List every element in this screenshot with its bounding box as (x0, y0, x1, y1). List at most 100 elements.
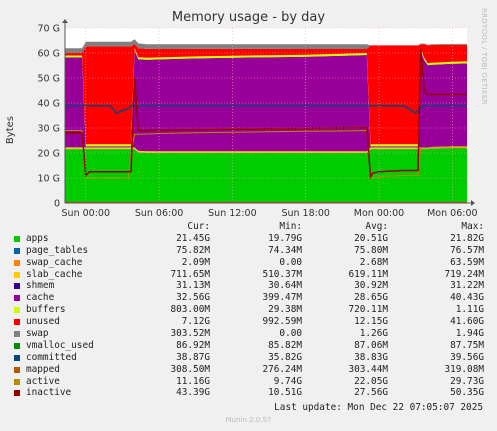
legend-swatch (14, 283, 20, 290)
y-tick-label: 30 G (38, 124, 60, 135)
legend-cur: 31.13M (176, 280, 210, 292)
legend-min: 0.00 (279, 328, 302, 340)
area-slab_cache (65, 146, 467, 153)
x-tick-label: Mon 06:00 (427, 208, 477, 219)
area-apps (65, 148, 467, 203)
y-axis-label: Bytes (5, 116, 16, 145)
y-tick-label: 40 G (38, 99, 60, 110)
line-active (65, 129, 467, 179)
legend-avg: 38.83G (354, 351, 388, 363)
legend-header-avg: Avg: (365, 221, 388, 232)
legend-avg: 720.11M (348, 304, 388, 316)
legend-name: committed (26, 351, 77, 363)
legend-min: 992.59M (262, 316, 302, 328)
legend-cur: 32.56G (176, 292, 210, 304)
legend-min: 74.34M (268, 244, 302, 256)
legend-min: 399.47M (262, 292, 302, 304)
legend-cur: 43.39G (176, 387, 210, 399)
legend-swatch (14, 247, 20, 254)
y-tick-label: 70 G (38, 24, 60, 35)
legend-row-active: active 11.16G 9.74G 22.05G 29.73G (12, 376, 490, 388)
legend-name: active (26, 375, 60, 387)
legend-row-swap: swap 303.52M 0.00 1.26G 1.94G (12, 328, 490, 340)
legend-name: page_tables (26, 244, 89, 256)
legend-max: 50.35G (450, 387, 484, 399)
legend-row-swap_cache: swap_cache 2.09M 0.00 2.68M 63.59M (12, 257, 490, 269)
x-tick-label: Sun 12:00 (208, 208, 256, 219)
legend-min: 35.82G (268, 351, 302, 363)
legend-name: shmem (26, 280, 55, 292)
x-axis-arrow (471, 200, 475, 206)
legend-name: apps (26, 232, 49, 244)
legend-avg: 619.11M (348, 268, 388, 280)
legend-avg: 27.56G (354, 387, 388, 399)
legend-avg: 20.51G (354, 232, 388, 244)
legend-row-apps: apps 21.45G 19.79G 20.51G 21.82G (12, 233, 490, 245)
legend-min: 29.38M (268, 304, 302, 316)
legend-name: mapped (26, 363, 60, 375)
legend-row-buffers: buffers 803.00M 29.38M 720.11M 1.11G (12, 304, 490, 316)
legend-header-max: Max: (461, 221, 484, 232)
legend-cur: 86.92M (176, 339, 210, 351)
legend-avg: 75.80M (354, 244, 388, 256)
munin-version: Munin 2.0.57 (225, 416, 272, 424)
legend-name: swap_cache (26, 256, 83, 268)
legend-name: cache (26, 292, 55, 304)
legend-swatch (14, 342, 20, 349)
legend-swatch (14, 354, 20, 361)
legend-row-slab_cache: slab_cache 711.65M 510.37M 619.11M 719.24M (12, 269, 490, 281)
y-tick-label: 20 G (38, 149, 60, 160)
legend-swatch (14, 235, 20, 242)
legend-header-cur: Cur: (187, 221, 210, 232)
y-tick-label: 50 G (38, 74, 60, 85)
legend-max: 63.59M (450, 256, 484, 268)
legend-max: 719.24M (444, 268, 484, 280)
last-update: Last update: Mon Dec 22 07:05:07 2025 (274, 402, 483, 413)
legend-min: 276.24M (262, 363, 302, 375)
legend-avg: 22.05G (354, 375, 388, 387)
x-tick-label: Sun 00:00 (62, 208, 110, 219)
legend-min: 85.82M (268, 339, 302, 351)
legend-min: 10.51G (268, 387, 302, 399)
legend-table: Cur: Min: Avg: Max: apps 21.45G 19.79G 20.5… (12, 221, 490, 399)
chart-title: Memory usage - by day (171, 10, 326, 25)
legend-name: buffers (26, 304, 66, 316)
legend-swatch (14, 307, 20, 314)
legend-cur: 38.87G (176, 351, 210, 363)
legend-swatch (14, 259, 20, 266)
legend-header-row: Cur: Min: Avg: Max: (12, 221, 490, 233)
legend-name: unused (26, 316, 60, 328)
legend-max: 41.60G (450, 316, 484, 328)
legend-swatch (14, 271, 20, 278)
legend-min: 510.37M (262, 268, 302, 280)
stacked-areas (65, 39, 467, 203)
legend-header-min: Min: (279, 221, 302, 232)
legend-min: 19.79G (268, 232, 302, 244)
legend-name: inactive (26, 387, 72, 399)
legend-cur: 21.45G (176, 232, 210, 244)
legend-avg: 28.65G (354, 292, 388, 304)
legend-cur: 303.52M (170, 328, 210, 340)
legend-name: vmalloc_used (26, 339, 94, 351)
legend-cur: 2.09M (181, 256, 210, 268)
legend-avg: 1.26G (359, 328, 388, 340)
legend-swatch (14, 378, 20, 385)
legend-max: 39.56G (450, 351, 484, 363)
y-axis-arrow (62, 19, 68, 23)
legend-row-inactive: inactive 43.39G 10.51G 27.56G 50.35G (12, 387, 490, 399)
legend-avg: 303.44M (348, 363, 388, 375)
legend-row-vmalloc_used: vmalloc_used 86.92M 85.82M 87.06M 87.75M (12, 340, 490, 352)
legend-avg: 87.06M (354, 339, 388, 351)
legend-min: 0.00 (279, 256, 302, 268)
legend-cur: 11.16G (176, 375, 210, 387)
x-tick-label: Sun 06:00 (135, 208, 183, 219)
legend-swatch (14, 331, 20, 338)
legend-swatch (14, 319, 20, 326)
area-unused (65, 44, 467, 145)
legend-row-shmem: shmem 31.13M 30.64M 30.92M 31.22M (12, 280, 490, 292)
area-swap (65, 39, 467, 53)
legend-cur: 711.65M (170, 268, 210, 280)
y-tick-label: 10 G (38, 174, 60, 185)
legend-row-committed: committed 38.87G 35.82G 38.83G 39.56G (12, 352, 490, 364)
legend-cur: 7.12G (181, 316, 210, 328)
